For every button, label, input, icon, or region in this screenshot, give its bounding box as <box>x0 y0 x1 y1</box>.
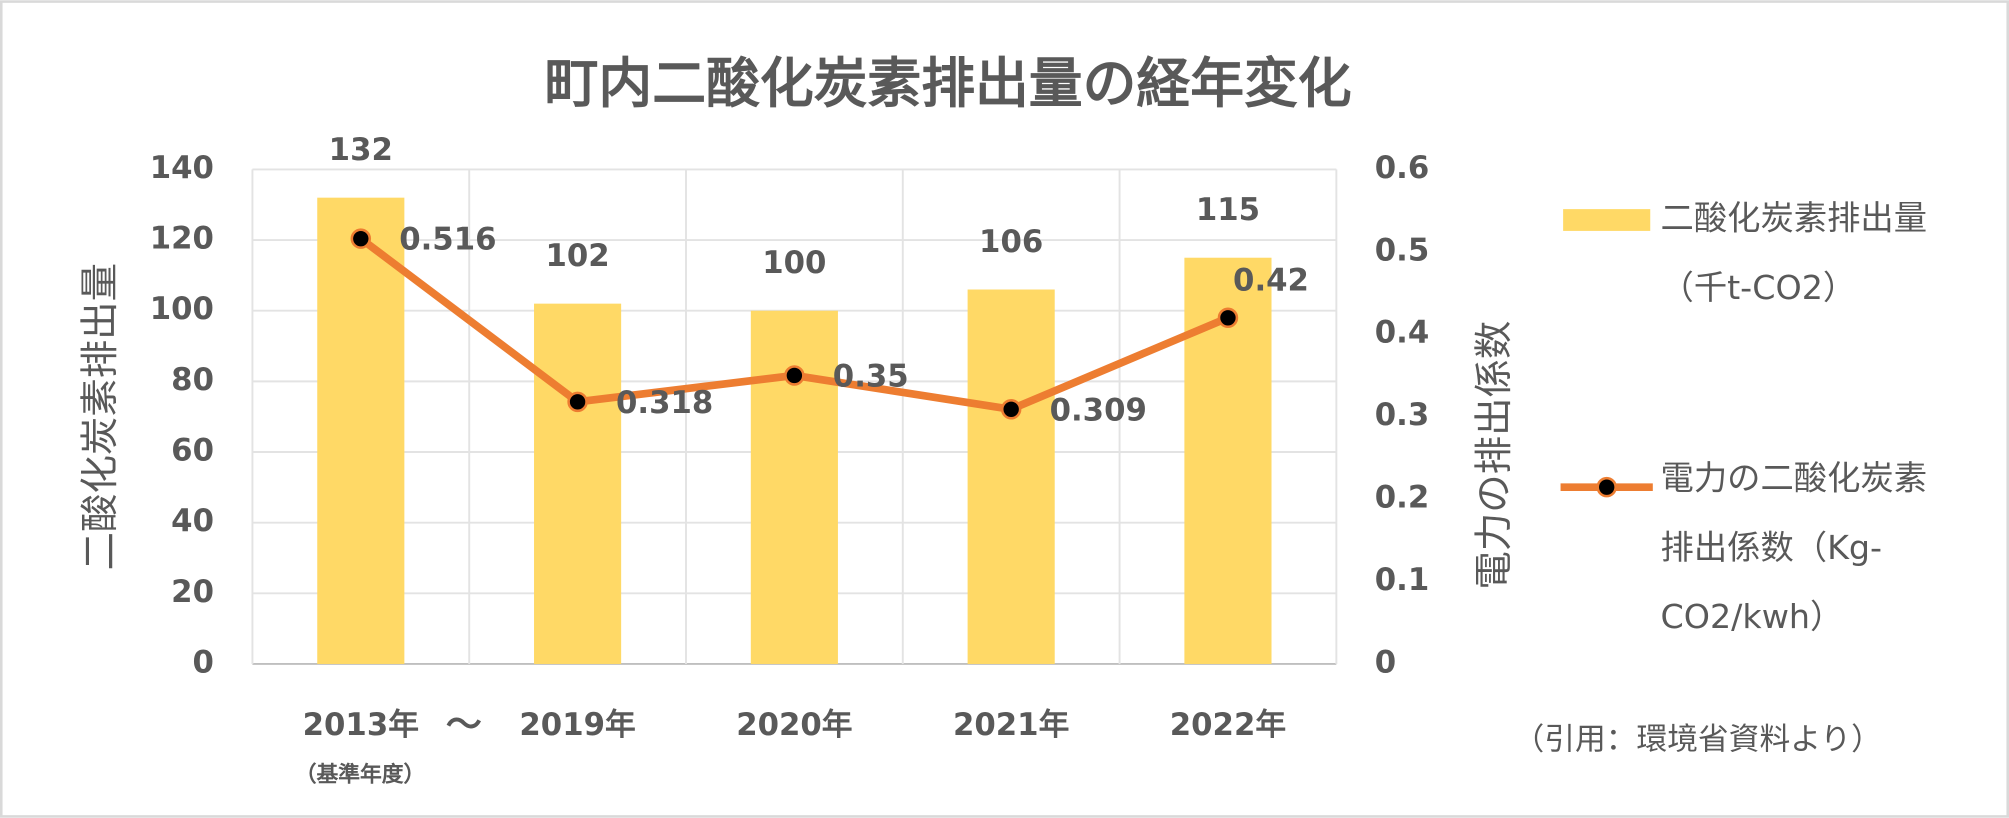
bar <box>534 303 622 664</box>
line-value-label: 0.35 <box>833 359 909 395</box>
line-value-label: 0.318 <box>616 385 713 421</box>
bar <box>317 197 405 664</box>
base-year-note: （基準年度） <box>295 761 426 787</box>
y-tick-label: 100 <box>150 291 214 327</box>
bar-value-label: 100 <box>762 245 826 281</box>
y-tick-label: 0 <box>193 644 214 680</box>
line-marker <box>567 391 588 413</box>
y2-tick-label: 0.3 <box>1375 397 1429 433</box>
line-marker <box>784 365 805 386</box>
y-tick-label: 120 <box>150 221 214 257</box>
line-value-label: 0.42 <box>1233 262 1309 298</box>
line-marker <box>1000 399 1022 420</box>
y2-tick-label: 0 <box>1375 644 1396 680</box>
bar-value-label: 102 <box>545 238 609 274</box>
legend-label: 電力の二酸化炭素排出係数（Kg-CO2/kwh） <box>1660 460 1928 638</box>
legend-label: 二酸化炭素排出量（千t-CO2） <box>1660 200 1928 308</box>
line-marker <box>1217 307 1239 329</box>
y2-tick-label: 0.5 <box>1375 232 1429 268</box>
bar <box>967 289 1055 664</box>
x-tick-label: 2021年 <box>953 707 1069 743</box>
bar-value-label: 115 <box>1196 192 1260 228</box>
y2-axis-title: 電力の排出係数 <box>1472 321 1517 590</box>
x-tick-label: 2022年 <box>1170 707 1286 743</box>
legend-entry: 電力の二酸化炭素排出係数（Kg-CO2/kwh） <box>1660 460 1928 638</box>
line-value-label: 0.309 <box>1050 392 1147 428</box>
legend-entry: 二酸化炭素排出量（千t-CO2） <box>1660 200 1928 308</box>
y2-tick-label: 0.6 <box>1375 150 1429 186</box>
bar-value-label: 106 <box>979 224 1043 260</box>
y-axis-title: 二酸化炭素排出量 <box>78 263 123 570</box>
legend-marker <box>1596 476 1617 498</box>
y2-tick-label: 0.1 <box>1375 562 1429 598</box>
y2-tick-label: 0.2 <box>1375 480 1429 516</box>
x-tick-label: 2013年 <box>303 707 419 743</box>
line-marker <box>350 228 372 249</box>
y-tick-label: 80 <box>171 362 214 398</box>
line-value-label: 0.516 <box>399 222 496 258</box>
legend-swatch <box>1563 209 1651 231</box>
grid <box>251 168 1338 665</box>
y-tick-label: 60 <box>171 433 214 469</box>
chart-title: 町内二酸化炭素排出量の経年変化 <box>545 52 1352 115</box>
category-separator: ～ <box>446 705 482 746</box>
x-tick-label: 2020年 <box>736 707 852 743</box>
y-tick-label: 40 <box>171 503 214 539</box>
bar <box>750 310 838 664</box>
y2-tick-label: 0.4 <box>1375 315 1429 351</box>
bar-value-label: 132 <box>329 132 393 168</box>
y-tick-label: 20 <box>171 574 214 610</box>
source-note: （引用：環境省資料より） <box>1513 721 1881 757</box>
y-tick-label: 140 <box>150 150 214 186</box>
x-tick-label: 2019年 <box>519 707 635 743</box>
